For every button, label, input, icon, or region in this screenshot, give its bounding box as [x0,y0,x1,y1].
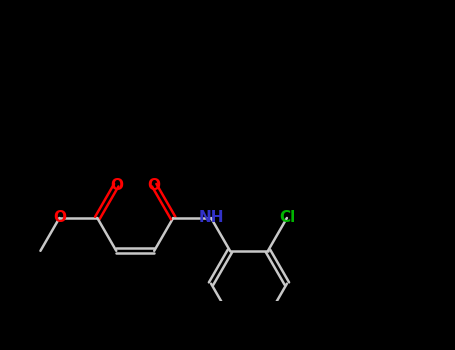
Text: Cl: Cl [279,210,295,225]
Text: O: O [53,210,66,225]
Text: O: O [110,178,123,193]
Text: O: O [148,178,161,193]
Text: NH: NH [198,210,224,225]
